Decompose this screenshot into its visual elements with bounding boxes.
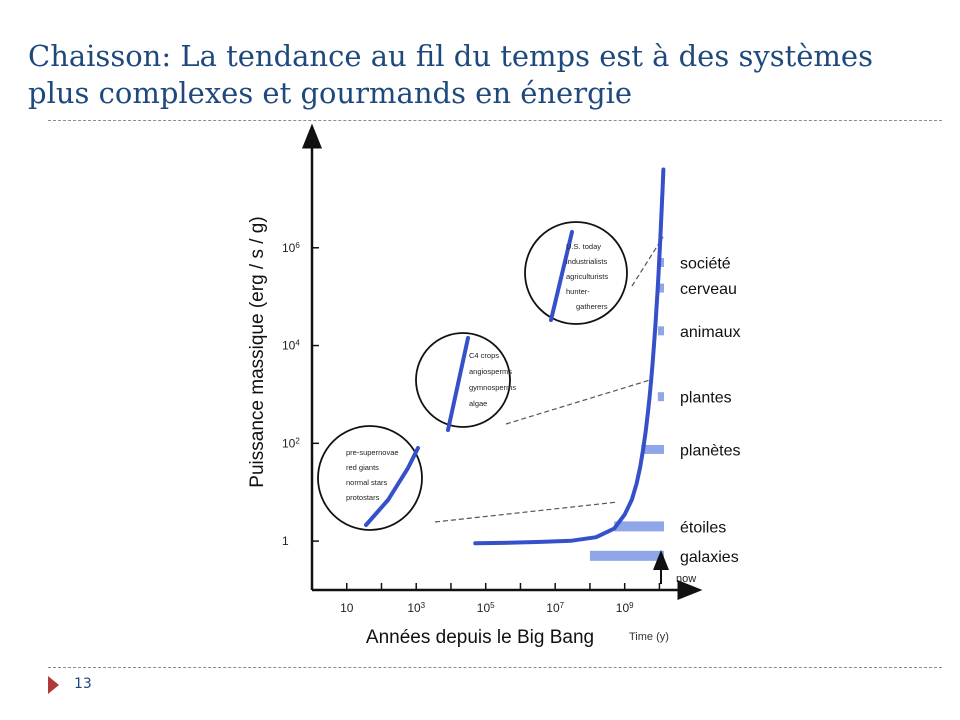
inset-0-label-1: red giants bbox=[346, 463, 379, 472]
inset-1-label-0: C4 crops bbox=[469, 351, 499, 360]
y-axis-title: Puissance massique (erg / s / g) bbox=[247, 216, 268, 487]
y-tick-label-3: 106 bbox=[282, 240, 300, 255]
band-2 bbox=[641, 444, 664, 454]
band-4 bbox=[658, 326, 664, 336]
now-label: now bbox=[676, 573, 696, 585]
inset-1-label-1: angiosperms bbox=[469, 367, 512, 376]
inset-2-label-1: industrialists bbox=[566, 257, 608, 266]
series-line-0 bbox=[473, 167, 666, 546]
title-divider bbox=[48, 120, 942, 121]
y-tick-label-2: 104 bbox=[282, 338, 300, 353]
x-tick-label-1: 103 bbox=[407, 601, 425, 616]
inset-trend-line-1 bbox=[446, 336, 470, 432]
inset-trend-line-0 bbox=[364, 446, 420, 527]
band-label-2: planètes bbox=[680, 442, 741, 459]
inset-2-label-2: agriculturists bbox=[566, 272, 608, 281]
inset-circle-1 bbox=[415, 332, 511, 428]
inset-connector-2 bbox=[631, 236, 664, 287]
inset-2-label-0: U.S. today bbox=[566, 242, 601, 251]
footer-divider bbox=[48, 667, 942, 668]
footer-triangle-icon bbox=[48, 676, 59, 694]
x-tick-label-2: 105 bbox=[477, 601, 495, 616]
inset-2-label-3: hunter- bbox=[566, 287, 590, 296]
band-label-6: société bbox=[680, 255, 731, 272]
x-tick-label-0: 10 bbox=[340, 601, 354, 615]
y-tick-label-1: 102 bbox=[282, 436, 300, 451]
inset-trend-line-2 bbox=[549, 230, 574, 322]
inset-1-label-2: gymnosperms bbox=[469, 383, 516, 392]
x-axis-title-original: Time (y) bbox=[629, 631, 669, 643]
inset-circle-0 bbox=[317, 425, 423, 531]
band-0 bbox=[589, 550, 664, 561]
inset-0-label-3: protostars bbox=[346, 493, 380, 502]
page-number: 13 bbox=[74, 676, 92, 692]
band-label-4: animaux bbox=[680, 324, 740, 341]
inset-2-label-4: gatherers bbox=[576, 302, 608, 311]
inset-1-label-3: algae bbox=[469, 399, 487, 408]
band-label-0: galaxies bbox=[680, 549, 739, 566]
inset-connector-1 bbox=[505, 379, 651, 425]
band-label-1: étoiles bbox=[680, 519, 726, 536]
y-tick-label-0: 1 bbox=[282, 534, 289, 548]
band-label-3: plantes bbox=[680, 390, 732, 407]
x-tick-label-3: 107 bbox=[546, 601, 564, 616]
band-3 bbox=[657, 392, 664, 402]
inset-0-label-0: pre-supernovae bbox=[346, 448, 399, 457]
band-5 bbox=[658, 283, 664, 293]
x-tick-label-4: 109 bbox=[616, 601, 634, 616]
band-1 bbox=[614, 521, 664, 532]
band-label-5: cerveau bbox=[680, 281, 737, 298]
inset-0-label-2: normal stars bbox=[346, 478, 388, 487]
inset-circle-2 bbox=[524, 221, 628, 325]
inset-connector-0 bbox=[434, 501, 619, 523]
x-axis-title: Années depuis le Big Bang bbox=[366, 627, 594, 648]
page-title: Chaisson: La tendance au fil du temps es… bbox=[28, 39, 873, 110]
